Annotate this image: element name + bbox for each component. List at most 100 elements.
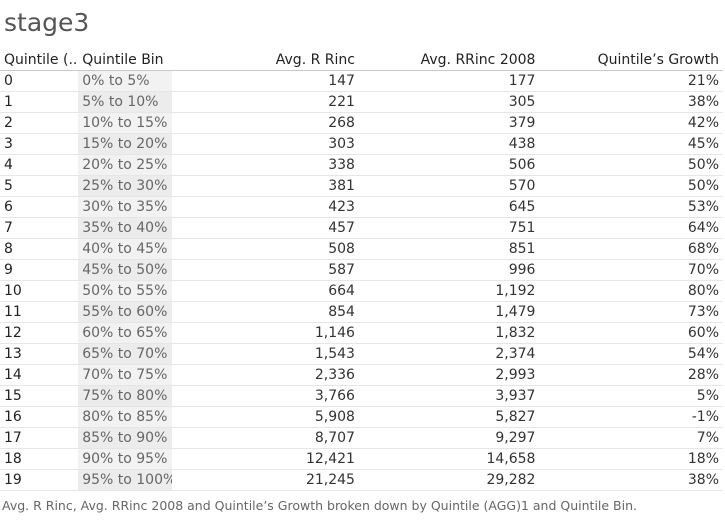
- table-row[interactable]: 15 75% to 80% 3,766 3,937 5%: [0, 385, 723, 407]
- quintile-bin-cell: 20% to 25%: [78, 154, 173, 176]
- quintile-cell: 17: [0, 427, 79, 449]
- avg-rrinc-2008-cell: 5,827: [358, 406, 540, 428]
- quintile-growth-cell: 50%: [539, 154, 723, 176]
- table-row[interactable]: 18 90% to 95% 12,421 14,658 18%: [0, 448, 723, 470]
- quintile-bin-cell: 10% to 15%: [78, 112, 173, 134]
- quintile-growth-cell: 21%: [539, 70, 723, 92]
- table-row[interactable]: 6 30% to 35% 423 645 53%: [0, 196, 723, 218]
- avg-rrinc-2008-cell: 29,282: [358, 469, 540, 491]
- avg-r-rinc-cell: 8,707: [172, 427, 359, 449]
- avg-rrinc-2008-cell: 177: [358, 70, 540, 92]
- table-row[interactable]: 9 45% to 50% 587 996 70%: [0, 259, 723, 281]
- quintile-bin-cell: 75% to 80%: [78, 385, 173, 407]
- table-row[interactable]: 5 25% to 30% 381 570 50%: [0, 175, 723, 197]
- quintile-cell: 8: [0, 238, 79, 260]
- quintile-growth-cell: 54%: [539, 343, 723, 365]
- quintile-growth-cell: 53%: [539, 196, 723, 218]
- quintile-bin-cell: 5% to 10%: [78, 91, 173, 113]
- quintile-bin-cell: 95% to 100%: [78, 469, 173, 491]
- table-row[interactable]: 3 15% to 20% 303 438 45%: [0, 133, 723, 155]
- quintile-growth-cell: 45%: [539, 133, 723, 155]
- avg-r-rinc-cell: 21,245: [172, 469, 359, 491]
- avg-r-rinc-cell: 268: [172, 112, 359, 134]
- table-row[interactable]: 13 65% to 70% 1,543 2,374 54%: [0, 343, 723, 365]
- quintile-growth-cell: 38%: [539, 469, 723, 491]
- avg-rrinc-2008-cell: 3,937: [358, 385, 540, 407]
- column-header-quintile-bin[interactable]: Quintile Bin: [78, 50, 173, 71]
- table-row[interactable]: 10 50% to 55% 664 1,192 80%: [0, 280, 723, 302]
- table-row[interactable]: 11 55% to 60% 854 1,479 73%: [0, 301, 723, 323]
- quintile-bin-cell: 85% to 90%: [78, 427, 173, 449]
- table-caption: Avg. R Rinc, Avg. RRinc 2008 and Quintil…: [2, 498, 637, 513]
- column-header-quintile[interactable]: Quintile (..: [0, 50, 79, 71]
- avg-rrinc-2008-cell: 305: [358, 91, 540, 113]
- table-row[interactable]: 14 70% to 75% 2,336 2,993 28%: [0, 364, 723, 386]
- quintile-cell: 5: [0, 175, 79, 197]
- avg-r-rinc-cell: 423: [172, 196, 359, 218]
- table-row[interactable]: 16 80% to 85% 5,908 5,827 -1%: [0, 406, 723, 428]
- table-row[interactable]: 8 40% to 45% 508 851 68%: [0, 238, 723, 260]
- quintile-cell: 13: [0, 343, 79, 365]
- quintile-bin-cell: 30% to 35%: [78, 196, 173, 218]
- quintile-bin-cell: 0% to 5%: [78, 70, 173, 92]
- table-row[interactable]: 7 35% to 40% 457 751 64%: [0, 217, 723, 239]
- quintile-growth-cell: 7%: [539, 427, 723, 449]
- avg-r-rinc-cell: 508: [172, 238, 359, 260]
- avg-rrinc-2008-cell: 9,297: [358, 427, 540, 449]
- quintile-bin-cell: 60% to 65%: [78, 322, 173, 344]
- quintile-cell: 14: [0, 364, 79, 386]
- quintile-growth-cell: 18%: [539, 448, 723, 470]
- avg-r-rinc-cell: 221: [172, 91, 359, 113]
- quintile-cell: 15: [0, 385, 79, 407]
- column-header-avg-r-rinc[interactable]: Avg. R Rinc: [172, 50, 359, 71]
- quintile-bin-cell: 80% to 85%: [78, 406, 173, 428]
- table-row[interactable]: 12 60% to 65% 1,146 1,832 60%: [0, 322, 723, 344]
- quintile-cell: 9: [0, 259, 79, 281]
- quintile-growth-cell: -1%: [539, 406, 723, 428]
- quintile-growth-cell: 68%: [539, 238, 723, 260]
- quintile-bin-cell: 35% to 40%: [78, 217, 173, 239]
- quintile-bin-cell: 90% to 95%: [78, 448, 173, 470]
- table-row[interactable]: 1 5% to 10% 221 305 38%: [0, 91, 723, 113]
- avg-rrinc-2008-cell: 2,374: [358, 343, 540, 365]
- avg-r-rinc-cell: 2,336: [172, 364, 359, 386]
- table-row[interactable]: 17 85% to 90% 8,707 9,297 7%: [0, 427, 723, 449]
- avg-rrinc-2008-cell: 2,993: [358, 364, 540, 386]
- quintile-bin-cell: 50% to 55%: [78, 280, 173, 302]
- quintile-bin-cell: 25% to 30%: [78, 175, 173, 197]
- quintile-cell: 2: [0, 112, 79, 134]
- table-row[interactable]: 2 10% to 15% 268 379 42%: [0, 112, 723, 134]
- quintile-bin-cell: 55% to 60%: [78, 301, 173, 323]
- table-row[interactable]: 19 95% to 100% 21,245 29,282 38%: [0, 469, 723, 491]
- avg-r-rinc-cell: 1,543: [172, 343, 359, 365]
- quintile-cell: 0: [0, 70, 79, 92]
- column-header-quintile-growth[interactable]: Quintile’s Growth: [539, 50, 723, 71]
- quintile-bin-cell: 70% to 75%: [78, 364, 173, 386]
- sheet-title: stage3: [4, 8, 90, 37]
- quintile-bin-cell: 45% to 50%: [78, 259, 173, 281]
- avg-rrinc-2008-cell: 438: [358, 133, 540, 155]
- avg-rrinc-2008-cell: 1,192: [358, 280, 540, 302]
- quintile-growth-cell: 70%: [539, 259, 723, 281]
- quintile-cell: 6: [0, 196, 79, 218]
- quintile-growth-cell: 50%: [539, 175, 723, 197]
- quintile-cell: 3: [0, 133, 79, 155]
- avg-r-rinc-cell: 3,766: [172, 385, 359, 407]
- avg-r-rinc-cell: 457: [172, 217, 359, 239]
- table-row[interactable]: 0 0% to 5% 147 177 21%: [0, 70, 723, 92]
- avg-rrinc-2008-cell: 996: [358, 259, 540, 281]
- quintile-growth-cell: 73%: [539, 301, 723, 323]
- column-header-avg-rrinc-2008[interactable]: Avg. RRinc 2008: [358, 50, 540, 71]
- avg-r-rinc-cell: 1,146: [172, 322, 359, 344]
- avg-r-rinc-cell: 587: [172, 259, 359, 281]
- quintile-growth-cell: 60%: [539, 322, 723, 344]
- table-row[interactable]: 4 20% to 25% 338 506 50%: [0, 154, 723, 176]
- avg-r-rinc-cell: 147: [172, 70, 359, 92]
- avg-rrinc-2008-cell: 506: [358, 154, 540, 176]
- quintile-cell: 7: [0, 217, 79, 239]
- avg-rrinc-2008-cell: 751: [358, 217, 540, 239]
- quintile-cell: 1: [0, 91, 79, 113]
- avg-rrinc-2008-cell: 14,658: [358, 448, 540, 470]
- avg-rrinc-2008-cell: 851: [358, 238, 540, 260]
- quintile-bin-cell: 65% to 70%: [78, 343, 173, 365]
